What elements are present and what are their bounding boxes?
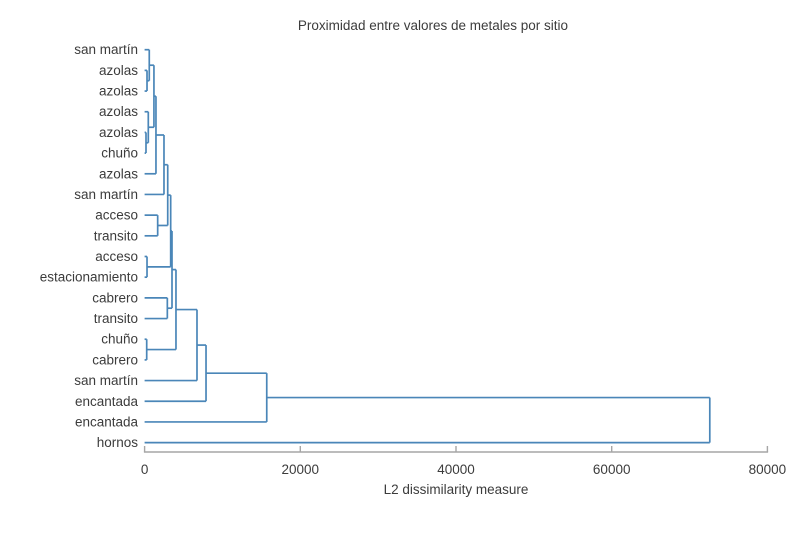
leaf-labels: san martín azolas azolas azolas azolas chuño a… [40,42,139,450]
leaf-label: chuño [101,332,138,347]
x-axis-tick-label: 40000 [437,462,475,477]
dendrogram-links [144,48,711,444]
leaf-label: chuño [101,146,138,161]
leaf-label: san martín [74,373,138,388]
leaf-label: acceso [95,249,138,264]
leaf-label: azolas [99,125,138,140]
x-axis-title: L2 dissimilarity measure [384,482,529,497]
leaf-label: azolas [99,84,138,99]
leaf-label: cabrero [92,352,138,367]
x-axis: 0 20000 40000 60000 80000 [141,446,786,477]
leaf-label: san martín [74,42,138,57]
leaf-label: acceso [95,208,138,223]
leaf-label: azolas [99,166,138,181]
leaf-label: san martín [74,187,138,202]
chart-title: Proximidad entre valores de metales por … [298,18,568,33]
leaf-label: transito [94,228,138,243]
leaf-label: azolas [99,63,138,78]
leaf-label: cabrero [92,290,138,305]
leaf-label: encantada [75,394,139,409]
x-axis-tick-label: 0 [141,462,149,477]
leaf-label: transito [94,311,138,326]
leaf-label: hornos [97,435,139,450]
leaf-label: encantada [75,414,139,429]
x-axis-tick-label: 80000 [749,462,787,477]
leaf-label: azolas [99,104,138,119]
x-axis-tick-label: 20000 [282,462,320,477]
x-axis-tick-label: 60000 [593,462,631,477]
leaf-label: estacionamiento [40,270,138,285]
